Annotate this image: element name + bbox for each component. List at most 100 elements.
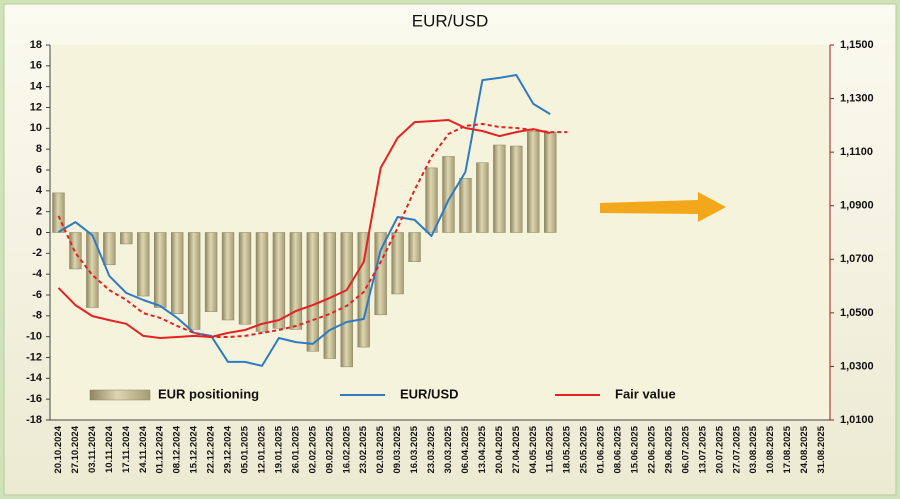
- x-tick-label: 01.06.2025: [596, 425, 607, 473]
- x-tick-label: 09.03.2025: [392, 425, 403, 473]
- bar: [103, 232, 116, 266]
- y2-tick-label: 1,1300: [840, 92, 874, 104]
- x-tick-label: 24.11.2024: [138, 425, 149, 473]
- bar: [425, 167, 438, 233]
- y2-tick-label: 1,0300: [840, 360, 874, 372]
- x-tick-label: 24.08.2025: [799, 425, 810, 473]
- y-tick-label: 4: [36, 185, 43, 197]
- bar: [272, 232, 286, 329]
- x-tick-label: 19.01.2025: [273, 425, 284, 473]
- x-tick-label: 04.05.2025: [528, 425, 539, 473]
- legend-label: EUR/USD: [400, 386, 459, 401]
- x-tick-label: 08.12.2024: [172, 425, 183, 473]
- x-tick-label: 05.01.2025: [240, 425, 251, 473]
- legend-swatch: [89, 389, 151, 401]
- x-tick-label: 31.08.2025: [816, 425, 827, 473]
- y-tick-label: 12: [30, 101, 42, 113]
- x-tick-label: 25.05.2025: [579, 425, 590, 473]
- x-tick-label: 13.07.2025: [697, 425, 708, 473]
- x-tick-label: 27.10.2024: [70, 425, 81, 473]
- y-tick-label: -18: [26, 414, 42, 426]
- y-tick-label: -12: [26, 351, 42, 363]
- x-tick-label: 30.03.2025: [443, 425, 454, 473]
- x-tick-label: 01.12.2024: [155, 425, 166, 473]
- y-tick-label: -6: [32, 289, 42, 301]
- x-tick-label: 26.01.2025: [290, 425, 301, 473]
- x-tick-label: 15.06.2025: [630, 425, 641, 473]
- bar: [476, 162, 489, 233]
- y-tick-label: 16: [30, 60, 42, 72]
- x-tick-label: 13.04.2025: [477, 425, 488, 473]
- bar: [137, 232, 150, 297]
- x-tick-label: 17.08.2025: [782, 425, 793, 473]
- y-tick-label: 14: [30, 81, 43, 93]
- bar: [120, 232, 133, 245]
- line: [57, 74, 551, 367]
- y-tick-label: 18: [30, 39, 42, 51]
- x-tick-label: 08.06.2025: [613, 425, 624, 473]
- bar: [459, 178, 472, 233]
- bar: [340, 232, 353, 368]
- bar: [52, 192, 65, 233]
- bar: [204, 232, 218, 312]
- x-tick-label: 10.11.2024: [104, 425, 115, 473]
- x-tick-label: 23.03.2025: [426, 425, 437, 473]
- bar: [527, 131, 540, 233]
- bar: [221, 232, 235, 321]
- x-tick-label: 27.04.2025: [511, 425, 522, 473]
- bar: [391, 232, 404, 295]
- bar: [510, 145, 523, 233]
- bar: [154, 232, 167, 308]
- bar: [544, 132, 557, 233]
- x-tick-label: 20.10.2024: [53, 425, 64, 473]
- x-tick-label: 12.01.2025: [256, 425, 267, 473]
- chart-title: EUR/USD: [412, 11, 489, 30]
- arrow: [600, 192, 726, 222]
- bar: [86, 232, 99, 308]
- x-tick-label: 16.02.2025: [341, 425, 352, 473]
- x-tick-label: 06.04.2025: [460, 425, 471, 473]
- bar: [170, 232, 184, 314]
- x-tick-label: 23.02.2025: [358, 425, 369, 473]
- y-tick-label: -16: [26, 393, 42, 405]
- x-tick-label: 20.04.2025: [494, 425, 505, 473]
- bar: [289, 232, 303, 330]
- x-tick-label: 22.06.2025: [646, 425, 657, 473]
- legend-label: EUR positioning: [158, 386, 259, 401]
- x-tick-label: 10.08.2025: [765, 425, 776, 473]
- y-tick-label: 2: [36, 206, 42, 218]
- bar: [357, 232, 370, 348]
- x-tick-label: 02.03.2025: [375, 425, 386, 473]
- y2-tick-label: 1,1500: [840, 39, 874, 51]
- x-tick-label: 11.05.2025: [545, 425, 556, 473]
- bar: [374, 232, 387, 316]
- bar: [306, 232, 320, 352]
- y-tick-label: 0: [36, 226, 42, 238]
- y2-tick-label: 1,0500: [840, 307, 874, 319]
- bar: [255, 232, 269, 332]
- y-tick-label: -14: [26, 372, 43, 384]
- x-tick-label: 17.11.2024: [121, 425, 132, 473]
- y2-tick-label: 1,0700: [840, 253, 874, 265]
- y-tick-label: 10: [30, 122, 42, 134]
- y-tick-label: -2: [32, 247, 42, 259]
- trend-line: [57, 123, 568, 338]
- x-tick-label: 18.05.2025: [562, 425, 573, 473]
- y-tick-label: -10: [26, 331, 42, 343]
- x-tick-label: 15.12.2024: [189, 425, 200, 473]
- y-tick-label: 6: [36, 164, 42, 176]
- x-tick-label: 03.11.2024: [87, 425, 98, 473]
- line: [57, 119, 551, 339]
- y-tick-label: 8: [36, 143, 42, 155]
- x-tick-label: 27.07.2025: [731, 425, 742, 473]
- bar: [442, 156, 455, 233]
- bar: [493, 144, 506, 233]
- x-tick-label: 16.03.2025: [409, 425, 420, 473]
- y-tick-label: -4: [32, 268, 43, 280]
- bar: [238, 232, 252, 325]
- x-tick-label: 02.02.2025: [307, 425, 318, 473]
- plot-area: [50, 45, 830, 420]
- y2-tick-label: 1,0100: [840, 414, 874, 426]
- y-tick-label: -8: [32, 310, 42, 322]
